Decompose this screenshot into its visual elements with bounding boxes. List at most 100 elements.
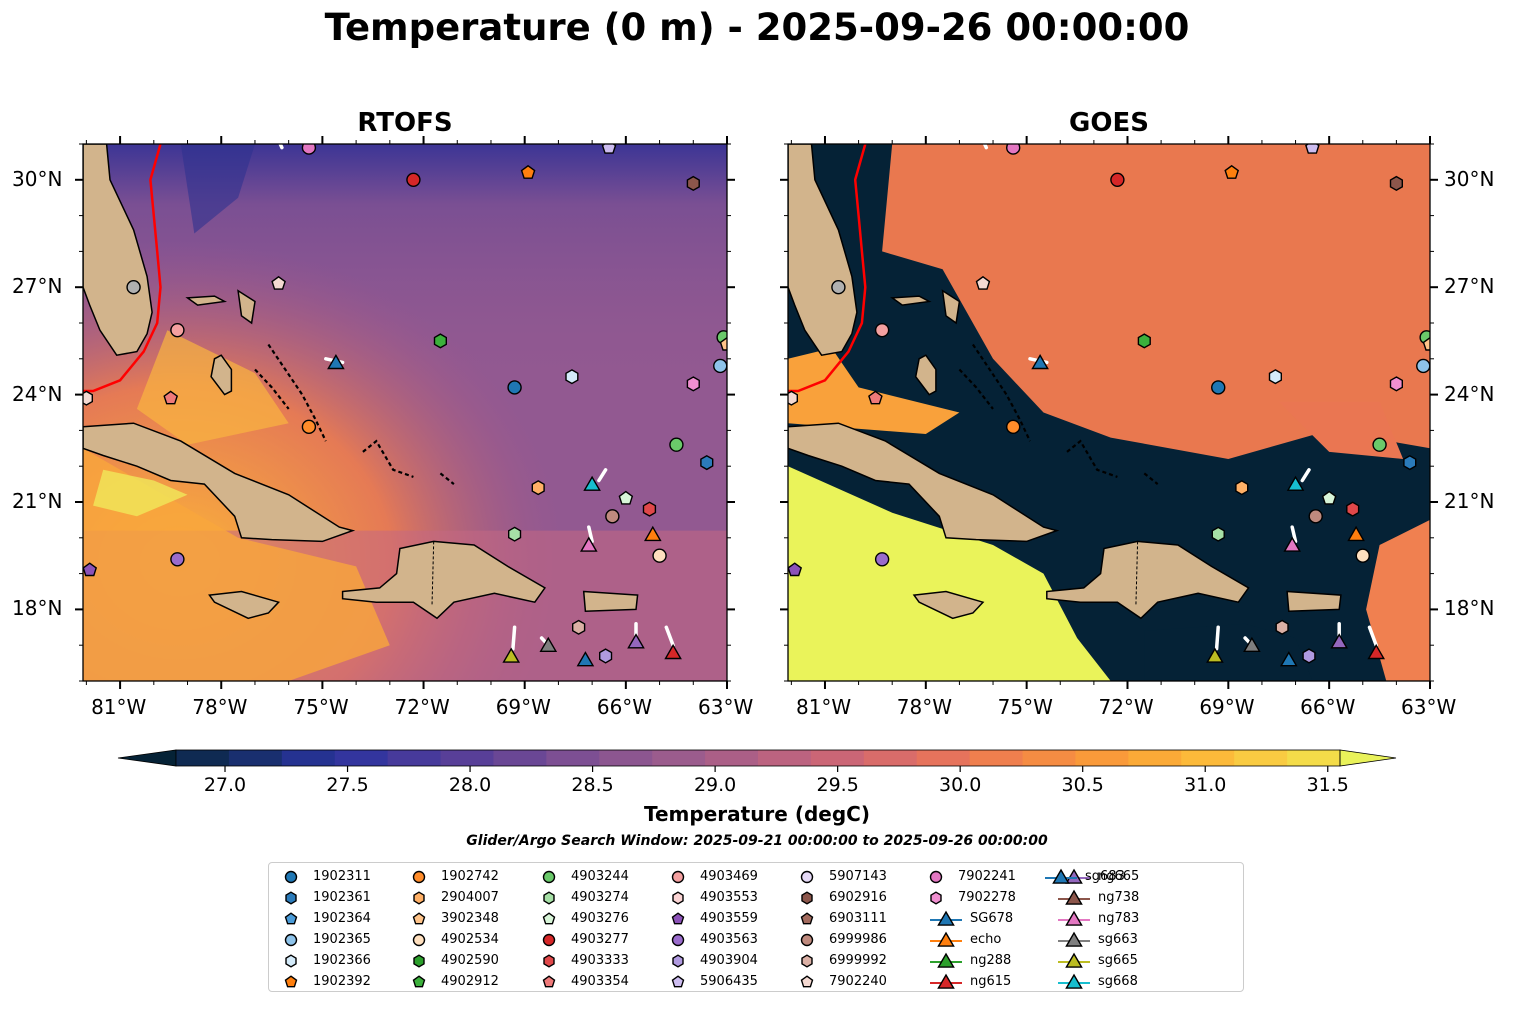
lon-tick-label: 69°W bbox=[495, 695, 551, 719]
glider-track bbox=[587, 525, 594, 544]
observation-marker bbox=[1275, 619, 1289, 635]
legend-marker bbox=[800, 870, 814, 884]
observation-marker bbox=[433, 333, 447, 349]
legend-symbol bbox=[672, 954, 684, 968]
island-chain bbox=[958, 368, 994, 410]
observation-marker bbox=[874, 552, 890, 567]
legend-marker bbox=[800, 933, 814, 947]
legend-marker bbox=[285, 891, 297, 905]
observation-marker bbox=[1224, 164, 1240, 179]
legend-symbol bbox=[542, 933, 556, 947]
observation-marker bbox=[1211, 380, 1226, 395]
legend-marker bbox=[412, 933, 426, 947]
observation-marker bbox=[1403, 454, 1417, 471]
colorbar-extend-max bbox=[1339, 749, 1397, 767]
figure-title: Temperature (0 m) - 2025-09-26 00:00:00 bbox=[324, 6, 1190, 49]
legend-symbol bbox=[801, 891, 813, 905]
observation-marker bbox=[1206, 647, 1224, 663]
observation-marker bbox=[1372, 437, 1387, 452]
legend-label: ng738 bbox=[1098, 890, 1140, 905]
observation-marker bbox=[788, 562, 803, 577]
lat-tick-label: 27°N bbox=[1444, 274, 1495, 299]
legend-label: 1902392 bbox=[313, 974, 371, 989]
observation-marker bbox=[301, 144, 317, 155]
legend-marker bbox=[930, 973, 962, 989]
legend-symbol bbox=[412, 975, 426, 988]
observation-marker bbox=[507, 380, 522, 395]
colorbar-tick-label: 28.0 bbox=[448, 774, 492, 796]
lat-tick-label: 27°N bbox=[12, 274, 63, 299]
lat-tick-label: 24°N bbox=[12, 381, 63, 406]
observation-marker bbox=[1211, 526, 1225, 542]
legend-label: 4903333 bbox=[571, 953, 629, 968]
legend-label: 4902912 bbox=[441, 974, 499, 989]
gulf-stream-front bbox=[788, 144, 867, 393]
legend-label: 2904007 bbox=[441, 890, 499, 905]
observation-marker bbox=[163, 390, 179, 405]
observation-marker bbox=[170, 322, 185, 338]
legend-triangle bbox=[937, 952, 955, 968]
lat-tick-label: 24°N bbox=[1444, 381, 1495, 406]
legend-triangle bbox=[1065, 952, 1083, 968]
legend-symbol bbox=[284, 870, 298, 884]
observation-marker bbox=[719, 336, 727, 351]
legend-marker bbox=[542, 975, 556, 988]
legend-symbol bbox=[412, 933, 426, 947]
legend-marker bbox=[284, 933, 298, 947]
lon-tick-label: 72°W bbox=[1098, 695, 1154, 719]
legend: 1902311 1902361 1902364 1902365 1902366 19023… bbox=[268, 862, 1244, 992]
colorbar-extend-min bbox=[117, 749, 177, 767]
legend-label: 4903276 bbox=[571, 911, 629, 926]
legend-marker bbox=[284, 912, 298, 925]
rtofs-map bbox=[83, 144, 727, 681]
observation-marker bbox=[1243, 636, 1261, 652]
bahamas-warm-patch bbox=[136, 330, 289, 445]
observation-marker bbox=[627, 633, 645, 649]
legend-marker bbox=[413, 891, 425, 905]
lon-tick-label: 78°W bbox=[192, 695, 248, 719]
legend-label: 4903469 bbox=[700, 869, 758, 884]
observation-marker bbox=[643, 525, 662, 542]
observation-marker bbox=[1389, 175, 1404, 192]
observation-marker bbox=[565, 369, 579, 385]
glider-track bbox=[597, 468, 608, 483]
lon-tick-label: 75°W bbox=[997, 695, 1053, 719]
observation-marker bbox=[788, 390, 798, 406]
legend-label: 1902366 bbox=[313, 953, 371, 968]
observation-marker bbox=[579, 536, 598, 552]
legend-symbol bbox=[800, 933, 814, 947]
land-hispaniola bbox=[341, 540, 546, 620]
observation-marker bbox=[642, 501, 657, 517]
colorbar-segment bbox=[1075, 750, 1129, 766]
legend-marker bbox=[671, 912, 685, 925]
legend-symbol bbox=[413, 891, 425, 905]
legend-label: 6999986 bbox=[829, 932, 887, 947]
colorbar-tick-label: 30.0 bbox=[939, 774, 982, 796]
lon-tick-label: 78°W bbox=[896, 695, 953, 719]
legend-marker bbox=[542, 870, 556, 884]
legend-symbol bbox=[285, 954, 297, 968]
land-puertorico bbox=[1286, 590, 1342, 612]
lat-tick-label: 18°N bbox=[12, 596, 63, 621]
legend-label: ng615 bbox=[970, 974, 1012, 989]
legend-label: 1902361 bbox=[313, 890, 371, 905]
observation-marker bbox=[618, 490, 634, 505]
legend-symbol bbox=[672, 891, 684, 905]
legend-symbol bbox=[542, 912, 556, 925]
lon-tick-label: 75°W bbox=[293, 695, 349, 719]
colorbar-segment bbox=[599, 750, 653, 766]
legend-symbol bbox=[671, 912, 685, 925]
lon-tick-label: 69°W bbox=[1199, 695, 1255, 719]
land-hispaniola bbox=[1046, 540, 1250, 620]
legend-symbol bbox=[285, 891, 297, 905]
legend-label: sg665 bbox=[1098, 953, 1138, 968]
observation-marker bbox=[700, 454, 714, 471]
legend-marker bbox=[930, 891, 942, 905]
legend-triangle bbox=[1065, 910, 1083, 926]
lat-tick-label: 21°N bbox=[1444, 489, 1495, 513]
legend-marker bbox=[672, 954, 684, 968]
legend-triangle bbox=[1065, 931, 1083, 947]
legend-label: sg668 bbox=[1098, 974, 1138, 989]
observation-marker bbox=[605, 509, 620, 524]
legend-label: 4903563 bbox=[700, 932, 758, 947]
